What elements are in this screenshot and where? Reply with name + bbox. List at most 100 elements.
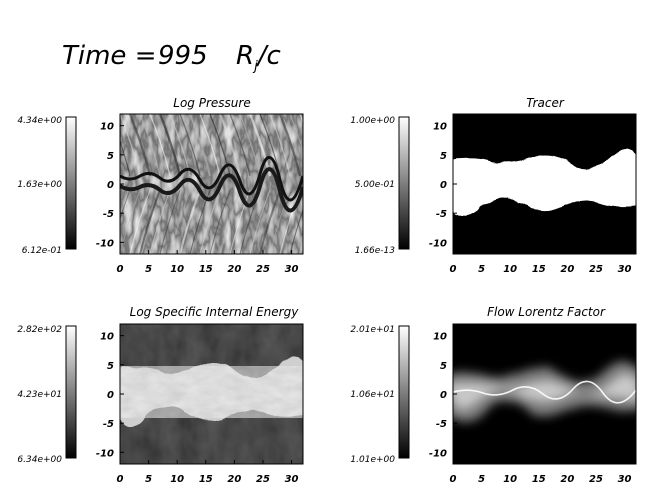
jet-boundary-upper — [120, 156, 303, 202]
x-axis: 0 5 10 15 20 25 30 — [117, 250, 299, 275]
panel-title: Tracer — [526, 96, 565, 110]
shock-stripe-lower — [229, 189, 251, 254]
shock-stripe-upper — [139, 114, 161, 177]
x-axis: 0 5 10 15 20 25 30 — [450, 250, 632, 275]
y-tick-label: -10 — [429, 448, 447, 459]
x-tick-label: 25 — [589, 264, 603, 275]
shock-stripe-upper — [289, 114, 303, 153]
tracer-band — [453, 149, 636, 217]
shock-stripe-upper — [239, 114, 261, 177]
heatmap-image — [453, 324, 636, 464]
x-tick-label: 10 — [170, 474, 184, 485]
x-tick-label: 20 — [560, 264, 574, 275]
x-tick-label: 15 — [199, 264, 213, 275]
x-tick-label: 15 — [532, 474, 546, 485]
colorbar-mid: 4.23e+01 — [17, 390, 62, 400]
x-tick-label: 5 — [478, 264, 485, 275]
heatmap-image — [120, 324, 303, 464]
colorbar-gradient — [65, 325, 77, 459]
y-tick-label: -5 — [103, 419, 114, 430]
x-tick-label: 25 — [256, 474, 270, 485]
y-axis: 10 5 0 -5 -10 — [96, 122, 124, 249]
colorbar-min: 6.34e+00 — [17, 455, 62, 465]
colorbar-gradient — [398, 116, 410, 250]
shock-stripe-lower — [120, 189, 131, 221]
panel-title: Log Specific Internal Energy — [130, 305, 300, 319]
shock-stripe-upper — [310, 114, 330, 176]
colorbar-mid: 5.00e-01 — [355, 180, 395, 190]
shock-stripe-lower — [159, 189, 181, 254]
x-tick-label: 0 — [450, 474, 457, 485]
x-axis: 0 5 10 15 20 25 30 — [450, 460, 632, 485]
x-tick-label: 30 — [285, 474, 299, 485]
colorbar-gradient — [65, 116, 77, 250]
y-tick-label: 0 — [107, 390, 114, 401]
unit-main: R — [236, 41, 254, 71]
shock-stripe-upper — [278, 114, 302, 177]
x-tick-label: 0 — [117, 474, 124, 485]
y-axis: 10 5 0 -5 -10 — [429, 332, 457, 459]
x-tick-label: 15 — [199, 474, 213, 485]
y-tick-label: 10 — [100, 332, 114, 343]
panel-flow-lorentz-factor: Flow Lorentz Factor 0 5 10 15 20 25 30 10 5 0 -5 -… — [350, 305, 637, 485]
energy-band-texture — [120, 366, 303, 418]
colorbar-mid: 1.63e+00 — [17, 180, 62, 190]
y-tick-label: -10 — [429, 238, 447, 249]
y-axis: 10 5 0 -5 -10 — [429, 122, 457, 249]
shock-stripe-lower — [199, 189, 221, 254]
shock-stripe-upper — [188, 114, 212, 177]
y-tick-label: -5 — [103, 209, 114, 220]
colorbar-max: 2.01e+01 — [350, 325, 395, 335]
colorbar: 2.82e+02 4.23e+01 6.34e+00 — [17, 325, 77, 465]
shock-stripe-upper — [199, 114, 221, 177]
colorbar-min: 6.12e-01 — [22, 246, 62, 256]
shock-stripe-upper — [169, 114, 191, 177]
x-tick-label: 30 — [285, 264, 299, 275]
shock-stripe-upper — [120, 139, 131, 177]
shock-stripe-lower — [249, 189, 271, 254]
y-tick-label: 0 — [440, 180, 447, 191]
colorbar-min: 1.66e-13 — [355, 246, 396, 256]
y-tick-label: 5 — [440, 361, 447, 372]
shock-stripe-lower — [269, 189, 291, 254]
x-tick-label: 5 — [145, 474, 152, 485]
panel-title: Log Pressure — [173, 96, 250, 110]
shock-stripe-upper — [209, 114, 231, 177]
heatmap-image — [453, 114, 636, 254]
colorbar: 2.01e+01 1.06e+01 1.01e+00 — [350, 325, 410, 465]
y-axis: 10 5 0 -5 -10 — [96, 332, 124, 459]
x-tick-label: 30 — [618, 474, 632, 485]
x-tick-label: 20 — [227, 264, 241, 275]
colorbar-max: 2.82e+02 — [17, 325, 62, 335]
shock-stripe-upper — [229, 114, 251, 177]
shock-stripe-lower — [259, 189, 281, 254]
x-tick-label: 0 — [117, 264, 124, 275]
x-tick-label: 20 — [227, 474, 241, 485]
y-tick-label: -10 — [96, 448, 114, 459]
x-tick-label: 10 — [503, 474, 517, 485]
colorbar-max: 4.34e+00 — [17, 116, 62, 126]
colorbar-gradient — [398, 325, 410, 459]
colorbar: 1.00e+00 5.00e-01 1.66e-13 — [350, 116, 410, 256]
shock-stripe-lower — [169, 189, 191, 254]
jet-boundary-lower — [120, 167, 303, 213]
shock-stripe-lower — [129, 189, 151, 254]
x-tick-label: 0 — [450, 264, 457, 275]
shock-stripe-lower — [179, 189, 201, 254]
time-unit: Rj/c — [236, 41, 281, 74]
shock-stripe-upper — [218, 114, 242, 177]
shock-stripe-lower — [149, 189, 171, 254]
x-tick-label: 5 — [145, 264, 152, 275]
shock-stripe-upper — [128, 114, 152, 177]
x-tick-label: 15 — [532, 264, 546, 275]
colorbar-min: 1.01e+00 — [350, 455, 395, 465]
y-tick-label: 0 — [440, 390, 447, 401]
x-tick-label: 20 — [560, 474, 574, 485]
shock-stripe-lower — [279, 189, 301, 254]
time-value: 995 — [158, 41, 208, 71]
x-tick-label: 30 — [618, 264, 632, 275]
x-tick-label: 25 — [256, 264, 270, 275]
shock-stripe-lower — [299, 238, 303, 254]
